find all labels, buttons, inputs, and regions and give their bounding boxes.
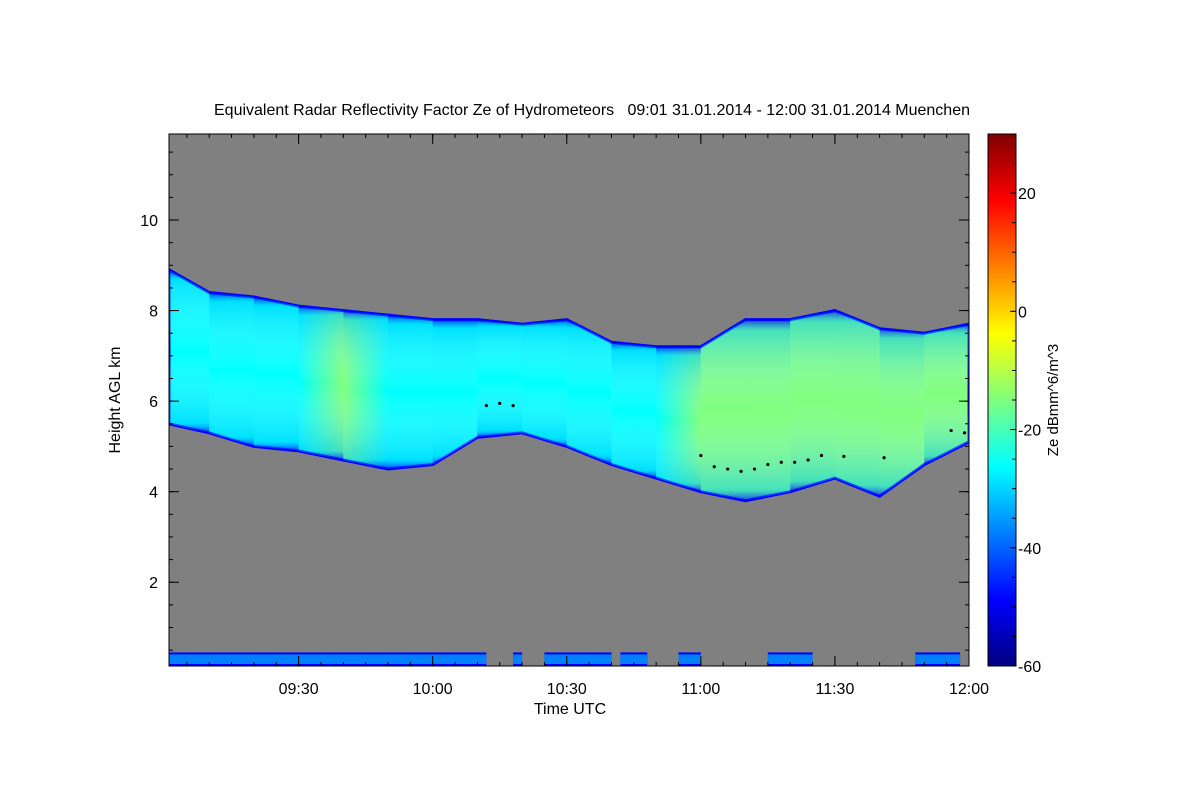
chart-title: Equivalent Radar Reflectivity Factor Ze … <box>214 102 970 119</box>
melting-layer-point <box>484 404 488 408</box>
melting-layer-point <box>806 458 810 462</box>
cloud-edge-shading <box>834 310 880 497</box>
melting-layer-point <box>949 428 953 433</box>
near-surface-clutter <box>169 652 961 666</box>
melting-layer-point <box>511 404 515 408</box>
y-tick-label: 8 <box>149 304 158 321</box>
x-tick-label: 10:30 <box>547 681 587 698</box>
cloud-edge-shading <box>387 315 433 470</box>
cloud-edge-shading <box>343 310 388 470</box>
cloud-edge-shading <box>253 296 299 451</box>
y-tick-label: 4 <box>149 485 158 502</box>
melting-layer-point <box>819 453 824 458</box>
y-axis-label: Height AGL km <box>107 346 124 453</box>
colorbar <box>987 133 1017 667</box>
colorbar-tick-label: -60 <box>1018 659 1041 676</box>
cloud-edge-shading <box>656 346 701 492</box>
colorbar-tick-label: -40 <box>1018 541 1041 558</box>
clutter-core <box>767 654 813 664</box>
y-tick-label: 6 <box>149 394 158 411</box>
clutter-core <box>620 654 648 664</box>
x-tick-label: 10:00 <box>413 681 453 698</box>
cloud-edge-shading <box>522 319 567 447</box>
cloud-edge-shading <box>879 328 925 497</box>
x-axis: 09:30 10:00 10:30 11:00 11:30 12:00 <box>186 134 989 698</box>
cloud-edge-shading <box>566 319 612 465</box>
melting-layer-point <box>793 460 797 464</box>
melting-layer-point <box>498 401 502 405</box>
cloud-edge-shading <box>298 306 344 460</box>
melting-layer-point <box>739 469 743 473</box>
cloud-edge-shading <box>745 319 791 501</box>
clutter-core <box>544 654 612 664</box>
cloud-edge-shading <box>209 292 254 447</box>
melting-layer-point <box>766 462 770 467</box>
cloud-edge-shading <box>924 324 969 465</box>
melting-layer-point <box>842 454 846 458</box>
clutter-core <box>169 654 487 664</box>
cloud-edge-shading <box>700 319 746 501</box>
y-tick-label: 2 <box>149 575 158 592</box>
x-tick-label: 09:30 <box>279 681 319 698</box>
colorbar-tick-label: 0 <box>1018 304 1027 321</box>
cloud-edge-shading <box>169 269 210 433</box>
melting-layer-marks <box>484 401 967 473</box>
x-axis-label: Time UTC <box>534 701 606 718</box>
melting-layer-point <box>882 456 886 460</box>
colorbar-tick-label: -20 <box>1018 423 1041 440</box>
x-tick-label: 11:30 <box>815 681 854 698</box>
melting-layer-point <box>726 467 730 471</box>
x-tick-label: 11:00 <box>681 681 720 698</box>
colorbar-axis: -60 -40 -20 0 20 <box>1010 133 1041 676</box>
colorbar-tick-label: 20 <box>1018 186 1036 203</box>
melting-layer-point <box>699 453 703 458</box>
clutter-core <box>678 654 701 664</box>
clutter-core <box>513 654 523 664</box>
clutter-core <box>915 654 961 664</box>
y-tick-label: 10 <box>140 213 158 230</box>
y-axis: 2 4 6 8 10 <box>140 151 969 651</box>
cloud-edge-shading <box>790 310 835 492</box>
melting-layer-point <box>752 467 757 471</box>
cloud-edge-shading <box>477 319 523 438</box>
reflectivity-field <box>169 268 969 503</box>
cloud-edge-shading <box>432 319 478 465</box>
x-tick-label: 12:00 <box>949 681 989 698</box>
melting-layer-point <box>962 431 967 435</box>
cloud-edge-shading <box>611 342 657 479</box>
plot-frame <box>168 133 970 667</box>
melting-layer-point <box>712 465 716 469</box>
melting-layer-point <box>779 460 783 464</box>
colorbar-label: Ze dBmm^6/m^3 <box>1045 344 1062 456</box>
